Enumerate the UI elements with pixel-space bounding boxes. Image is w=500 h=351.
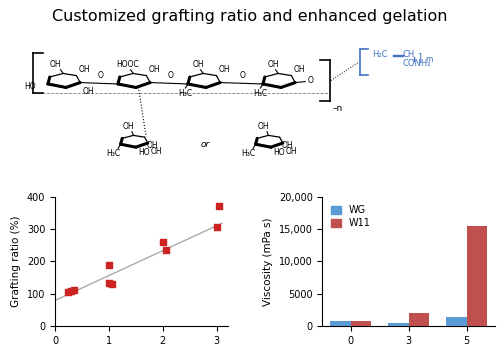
Text: or: or bbox=[200, 140, 209, 150]
Text: O: O bbox=[308, 76, 314, 85]
Bar bbox=[446, 317, 466, 326]
Bar bbox=[351, 321, 372, 326]
Text: m: m bbox=[425, 55, 432, 64]
Y-axis label: Viscosity (mPa s): Viscosity (mPa s) bbox=[264, 217, 274, 306]
Bar bbox=[388, 323, 408, 326]
Text: H₃C: H₃C bbox=[106, 149, 120, 158]
Bar bbox=[408, 313, 430, 326]
Text: O: O bbox=[240, 71, 246, 80]
Text: OH: OH bbox=[147, 141, 158, 150]
Text: HO: HO bbox=[138, 148, 150, 157]
Text: O: O bbox=[168, 71, 173, 80]
Text: OH: OH bbox=[122, 122, 134, 131]
Text: OH: OH bbox=[258, 122, 269, 131]
Text: H₃C: H₃C bbox=[178, 88, 192, 98]
Text: OH: OH bbox=[192, 60, 204, 69]
Text: OH: OH bbox=[294, 65, 306, 74]
Text: OH: OH bbox=[150, 147, 162, 156]
Bar bbox=[330, 320, 351, 326]
Y-axis label: Grafting ratio (%): Grafting ratio (%) bbox=[11, 216, 21, 307]
Text: OH: OH bbox=[50, 60, 62, 69]
Text: CONH₂: CONH₂ bbox=[402, 59, 431, 68]
Legend: WG, W11: WG, W11 bbox=[328, 201, 374, 232]
Point bbox=[216, 204, 224, 209]
Point bbox=[105, 262, 113, 267]
Text: OH: OH bbox=[82, 87, 94, 96]
Text: HOOC: HOOC bbox=[116, 60, 140, 69]
Text: ]: ] bbox=[418, 52, 422, 62]
Point bbox=[105, 280, 113, 285]
Text: O: O bbox=[98, 71, 103, 80]
Point bbox=[213, 225, 221, 230]
Text: Customized grafting ratio and enhanced gelation: Customized grafting ratio and enhanced g… bbox=[52, 9, 448, 24]
Text: H₃C: H₃C bbox=[254, 88, 268, 98]
Text: OH: OH bbox=[149, 65, 160, 74]
Point bbox=[64, 290, 72, 295]
Point bbox=[67, 288, 75, 293]
Text: OH: OH bbox=[268, 60, 279, 69]
Point bbox=[70, 287, 78, 292]
Text: OH: OH bbox=[219, 65, 230, 74]
Point bbox=[159, 239, 167, 245]
Text: OH: OH bbox=[79, 65, 90, 74]
Text: –n: –n bbox=[332, 104, 343, 113]
Point bbox=[108, 282, 116, 287]
Text: OH: OH bbox=[286, 147, 297, 156]
Point bbox=[162, 247, 170, 253]
Text: HO: HO bbox=[274, 148, 285, 157]
Text: CH: CH bbox=[402, 50, 415, 59]
Bar bbox=[466, 226, 487, 326]
Text: H₃C: H₃C bbox=[241, 149, 255, 158]
Text: H₂C: H₂C bbox=[372, 50, 388, 59]
Text: OH: OH bbox=[282, 141, 294, 150]
Text: HO: HO bbox=[24, 82, 36, 91]
